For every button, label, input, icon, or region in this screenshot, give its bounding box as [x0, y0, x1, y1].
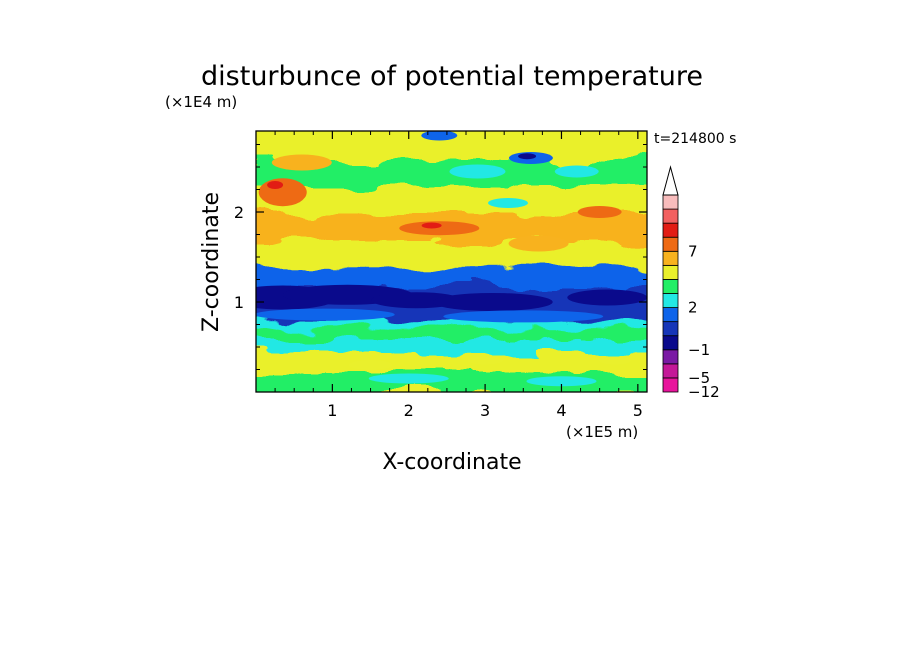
colorbar-cell: [662, 236, 679, 252]
x-scale-label: (×1E5 m): [566, 423, 638, 441]
contour-patch: [467, 356, 504, 365]
colorbar-cell: [662, 222, 679, 238]
x-tick-label: 2: [404, 401, 414, 420]
colorbar-tick-label: −1: [688, 341, 710, 359]
y-tick-label: 2: [234, 203, 244, 222]
chart-title: disturbunce of potential temperature: [201, 61, 703, 92]
colorbar-cell: [662, 363, 679, 379]
colorbar-cell: [662, 321, 679, 337]
x-axis-title: X-coordinate: [382, 450, 521, 475]
contour-patch: [488, 198, 529, 208]
plot-frame: [255, 130, 648, 393]
contour-patch: [267, 181, 284, 189]
contour-patch: [518, 153, 537, 160]
contour-patch: [526, 376, 597, 387]
x-tick-label: 4: [556, 401, 566, 420]
contour-patch: [399, 221, 480, 236]
contour-patch: [449, 164, 506, 179]
colorbar-tick-label: −5: [688, 369, 710, 387]
x-tick-label: 5: [633, 401, 643, 420]
contour-band: [256, 265, 647, 286]
contour-patch: [271, 154, 332, 171]
y-axis: 12: [234, 144, 647, 370]
contour-patch: [577, 206, 622, 218]
contour-patch: [348, 360, 393, 370]
contour-patch: [508, 235, 569, 252]
colorbar-cell: [662, 279, 679, 294]
x-axis: 1 2 3 4 5: [274, 131, 643, 420]
contour-band: [256, 237, 647, 270]
contour-patch: [598, 356, 631, 365]
x-tick-label: 1: [327, 401, 337, 420]
colorbar-cell: [662, 194, 679, 210]
colorbar-tick-label: −12: [688, 383, 720, 401]
colorbar-cell: [662, 208, 679, 224]
contour-patch: [256, 308, 395, 321]
contour-patch: [421, 131, 458, 141]
time-label: t=214800 s: [654, 131, 736, 147]
contour-band: [256, 336, 647, 354]
colorbar-cell: [662, 307, 679, 323]
contour-patch: [443, 310, 604, 323]
colorbar-tick-label: 2: [688, 299, 698, 317]
colorbar: 7 2 −1 −5−12: [662, 165, 720, 401]
contour-patch: [258, 178, 307, 207]
x-tick-label: 3: [480, 401, 490, 420]
plot-area: [255, 130, 648, 393]
contour-field: [256, 131, 647, 392]
colorbar-cell: [662, 377, 679, 393]
contour-patch: [554, 165, 599, 178]
colorbar-cell: [662, 250, 679, 266]
colorbar-extend-arrow: [662, 165, 679, 196]
colorbar-cell: [662, 349, 679, 365]
colorbar-cell: [662, 264, 679, 280]
contour-patch: [368, 373, 449, 384]
y-tick-label: 1: [234, 293, 244, 312]
contour-patch: [567, 289, 647, 306]
contour-patch: [421, 222, 442, 229]
contour-patch: [432, 293, 553, 311]
colorbar-tick-label: 7: [688, 242, 698, 260]
y-scale-label: (×1E4 m): [165, 93, 237, 111]
colorbar-cell: [662, 335, 679, 351]
y-axis-title: Z-coordinate: [199, 192, 224, 332]
colorbar-cell: [662, 293, 679, 308]
